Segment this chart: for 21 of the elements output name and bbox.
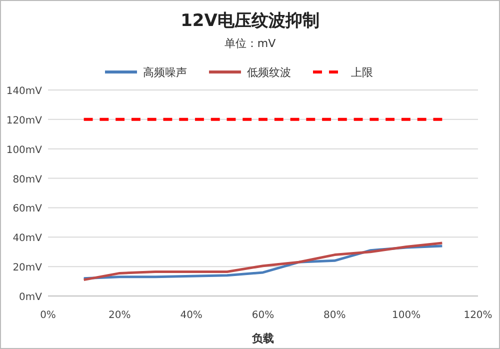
x-axis-title: 负载 — [251, 332, 274, 345]
y-tick-label: 120mV — [6, 115, 42, 126]
legend-label: 上限 — [351, 66, 373, 79]
x-tick-label: 100% — [392, 310, 421, 321]
y-tick-label: 40mV — [12, 233, 42, 244]
y-tick-label: 0mV — [19, 292, 42, 303]
y-tick-label: 60mV — [12, 204, 42, 215]
y-tick-label: 140mV — [6, 86, 42, 97]
y-tick-label: 100mV — [6, 144, 42, 156]
y-tick-label: 80mV — [12, 174, 42, 186]
legend-label: 低频纹波 — [247, 66, 291, 79]
legend-label: 高频噪声 — [143, 66, 187, 79]
chart-subtitle: 单位：mV — [224, 37, 276, 50]
x-tick-label: 0% — [40, 310, 56, 321]
x-tick-label: 40% — [180, 310, 202, 321]
x-tick-label: 60% — [252, 310, 274, 321]
x-tick-label: 120% — [464, 310, 492, 321]
chart-title: 12V电压纹波抑制 — [180, 11, 320, 31]
x-tick-label: 80% — [324, 310, 346, 321]
y-tick-label: 20mV — [12, 262, 42, 274]
x-tick-label: 20% — [108, 310, 131, 321]
